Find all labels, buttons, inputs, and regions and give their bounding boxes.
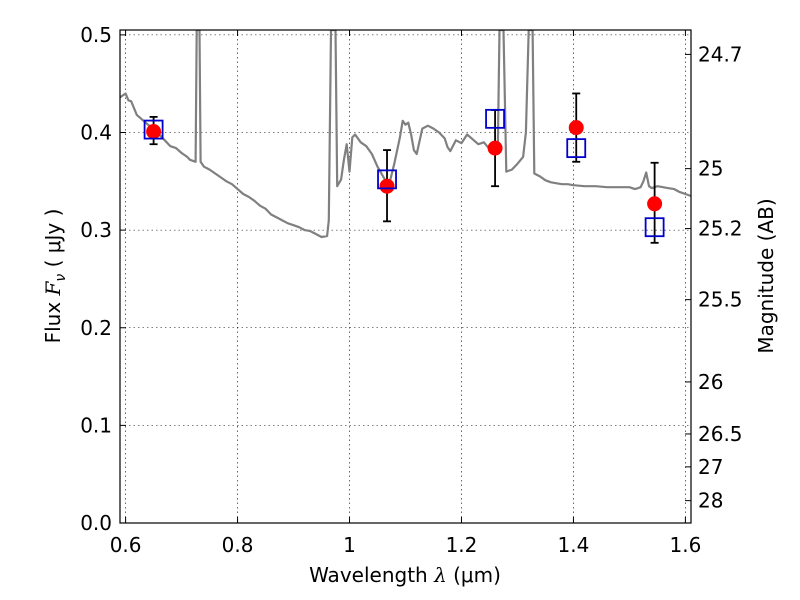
observed-point (647, 196, 663, 212)
y-tick-label: 0.3 (80, 218, 112, 242)
x-axis-title: Wavelength λ (μm) (309, 563, 501, 587)
y2-tick-label: 28 (698, 489, 723, 513)
y2-tick-label: 25.2 (698, 217, 743, 241)
y2-tick-label: 26.5 (698, 422, 743, 446)
axis-ticks: 0.6 0.8 1 1.2 1.4 1.6 0.0 0.1 0.2 0.3 0.4 0.5 24.7 25… (80, 23, 742, 557)
x-tick-label: 1.6 (669, 533, 701, 557)
y2-tick-label: 24.7 (698, 42, 743, 66)
y2-tick-label: 25 (698, 157, 723, 181)
y2-tick-label: 26 (698, 370, 723, 394)
grid-lines (120, 30, 691, 524)
plot-area (120, 30, 691, 244)
observed-point (487, 140, 503, 156)
plot-frame (119, 29, 692, 524)
model-photometry-point (377, 169, 397, 190)
y-tick-label: 0.1 (80, 413, 112, 437)
model-photometry-point (644, 217, 665, 238)
y-tick-label: 0.4 (80, 121, 112, 145)
y-tick-label: 0.0 (80, 511, 112, 535)
y2-tick-label: 27 (698, 455, 723, 479)
model-photometry-point (566, 138, 587, 159)
secondary-y-axis-title: Magnitude (AB) (754, 198, 778, 353)
model-photometry-point (143, 119, 164, 140)
x-tick-label: 0.6 (110, 533, 142, 557)
observed-point (379, 178, 395, 194)
y2-tick-label: 25.5 (698, 288, 743, 312)
model-photometry-point (485, 108, 505, 129)
observed-point (146, 124, 162, 140)
x-tick-label: 1 (343, 533, 356, 557)
y-axis-title: Flux Fν ( μJy ) (41, 209, 69, 344)
y-tick-label: 0.2 (80, 316, 112, 340)
x-tick-label: 0.8 (222, 533, 254, 557)
x-tick-label: 1.2 (446, 533, 478, 557)
model-spectrum-line (120, 30, 691, 239)
x-tick-label: 1.4 (558, 533, 590, 557)
y-tick-label: 0.5 (80, 23, 112, 47)
observed-point (568, 120, 584, 136)
